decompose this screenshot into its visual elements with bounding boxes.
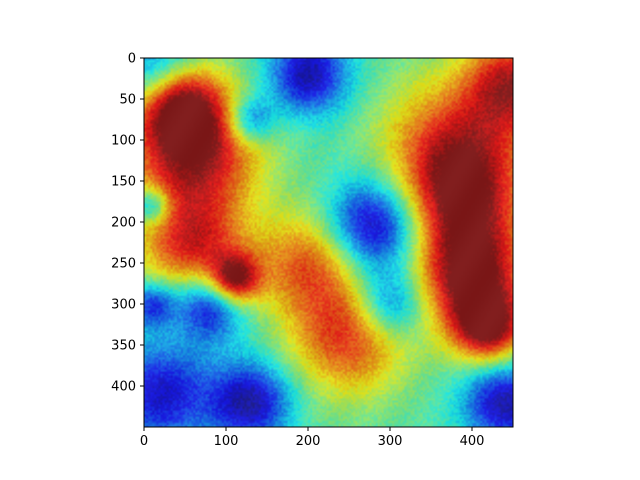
y-tick-label: 100 bbox=[111, 134, 136, 149]
plot-area bbox=[143, 57, 514, 428]
y-tick-label: 150 bbox=[111, 175, 136, 190]
y-tick-label: 300 bbox=[111, 298, 136, 313]
y-tick-label: 400 bbox=[111, 380, 136, 395]
heatmap-image bbox=[144, 58, 513, 427]
y-tick-label: 250 bbox=[111, 257, 136, 272]
x-tick-label: 300 bbox=[378, 434, 403, 449]
axes-frame bbox=[143, 57, 514, 428]
y-tick-label: 50 bbox=[119, 93, 136, 108]
y-axis: 0 50 100 150 200 250 300 350 400 bbox=[111, 52, 144, 395]
y-tick-label: 200 bbox=[111, 216, 136, 231]
x-axis: 0 100 200 300 400 bbox=[140, 427, 485, 449]
x-tick-label: 200 bbox=[296, 434, 321, 449]
y-tick-label: 350 bbox=[111, 339, 136, 354]
x-tick-label: 0 bbox=[140, 434, 148, 449]
x-tick-label: 100 bbox=[214, 434, 239, 449]
y-tick-label: 0 bbox=[128, 52, 136, 67]
x-tick-label: 400 bbox=[460, 434, 485, 449]
